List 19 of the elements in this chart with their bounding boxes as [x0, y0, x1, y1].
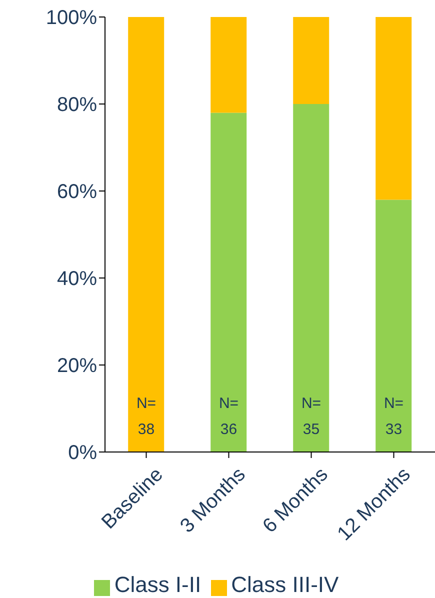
y-tick-label: 80% — [56, 94, 98, 116]
y-tick-label: 0% — [68, 442, 98, 464]
y-tick-label: 60% — [56, 181, 98, 204]
bar — [210, 112, 247, 452]
annotation: N= 33 — [384, 395, 404, 438]
bar — [376, 200, 412, 452]
annotation: N= 36 — [218, 395, 239, 438]
y-tick-label: 100% — [46, 7, 98, 30]
annotation: N= 38 — [136, 395, 156, 438]
bar — [128, 17, 164, 452]
bar — [293, 104, 330, 452]
y-tick-label: 40% — [56, 268, 98, 290]
bar — [376, 17, 412, 200]
legend-label: Class I-II — [114, 572, 202, 597]
y-tick-label: 20% — [56, 355, 98, 378]
annotation: N= 35 — [301, 395, 322, 438]
bar — [210, 17, 247, 113]
legend-label: Class III-IV — [231, 572, 339, 597]
bar — [293, 17, 330, 104]
